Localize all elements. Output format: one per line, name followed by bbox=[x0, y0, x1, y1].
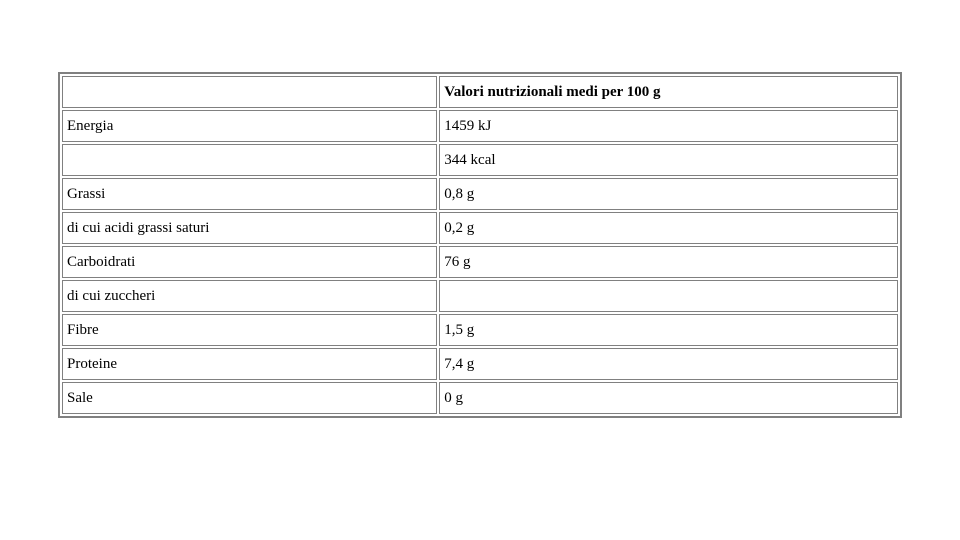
cell-label: Energia bbox=[62, 110, 437, 142]
cell-label: Proteine bbox=[62, 348, 437, 380]
cell-value bbox=[439, 280, 898, 312]
table-row: Proteine 7,4 g bbox=[62, 348, 898, 380]
cell-value: 76 g bbox=[439, 246, 898, 278]
cell-label: Sale bbox=[62, 382, 437, 414]
table-header-label bbox=[62, 76, 437, 108]
cell-value: 1,5 g bbox=[439, 314, 898, 346]
table-row: Fibre 1,5 g bbox=[62, 314, 898, 346]
cell-value: 7,4 g bbox=[439, 348, 898, 380]
table-row: di cui zuccheri bbox=[62, 280, 898, 312]
cell-value: 1459 kJ bbox=[439, 110, 898, 142]
table-header-row: Valori nutrizionali medi per 100 g bbox=[62, 76, 898, 108]
cell-label: Fibre bbox=[62, 314, 437, 346]
nutrition-table-container: Valori nutrizionali medi per 100 g Energ… bbox=[58, 72, 902, 418]
cell-label: Carboidrati bbox=[62, 246, 437, 278]
table-row: Grassi 0,8 g bbox=[62, 178, 898, 210]
table-row: Carboidrati 76 g bbox=[62, 246, 898, 278]
page: Valori nutrizionali medi per 100 g Energ… bbox=[0, 0, 960, 540]
cell-value: 0,2 g bbox=[439, 212, 898, 244]
cell-label: di cui zuccheri bbox=[62, 280, 437, 312]
cell-label: di cui acidi grassi saturi bbox=[62, 212, 437, 244]
cell-value: 0,8 g bbox=[439, 178, 898, 210]
table-row: di cui acidi grassi saturi 0,2 g bbox=[62, 212, 898, 244]
cell-value: 0 g bbox=[439, 382, 898, 414]
cell-label: Grassi bbox=[62, 178, 437, 210]
table-row: Energia 1459 kJ bbox=[62, 110, 898, 142]
table-row: 344 kcal bbox=[62, 144, 898, 176]
cell-label bbox=[62, 144, 437, 176]
nutrition-table: Valori nutrizionali medi per 100 g Energ… bbox=[58, 72, 902, 418]
table-header-value: Valori nutrizionali medi per 100 g bbox=[439, 76, 898, 108]
cell-value: 344 kcal bbox=[439, 144, 898, 176]
table-row: Sale 0 g bbox=[62, 382, 898, 414]
